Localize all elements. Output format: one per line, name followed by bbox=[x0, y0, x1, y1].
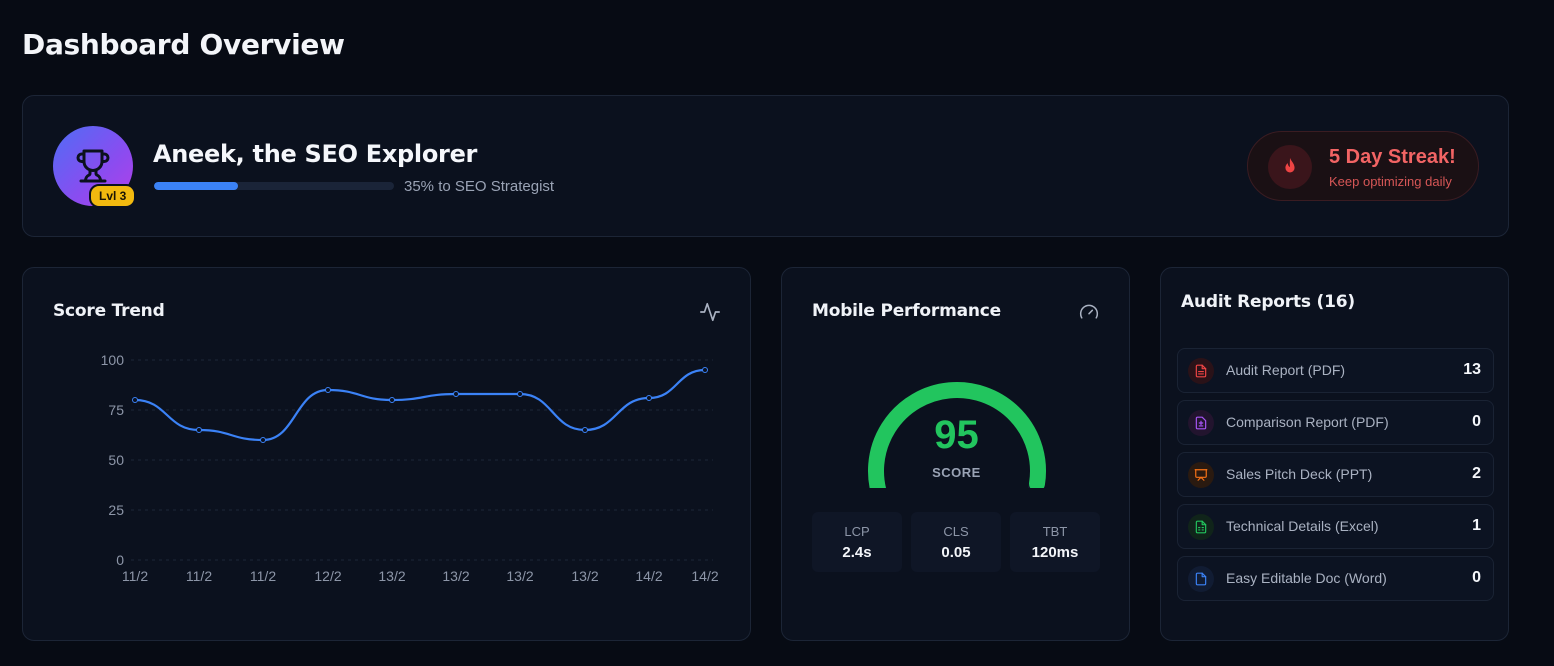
data-point[interactable] bbox=[325, 387, 331, 393]
profile-name: Aneek, the SEO Explorer bbox=[153, 140, 478, 168]
report-label: Sales Pitch Deck (PPT) bbox=[1226, 466, 1373, 482]
profile-card: Lvl 3 Aneek, the SEO Explorer 35% to SEO… bbox=[22, 95, 1509, 237]
data-point[interactable] bbox=[196, 427, 202, 433]
streak-subtitle: Keep optimizing daily bbox=[1329, 174, 1452, 189]
report-count: 0 bbox=[1472, 413, 1481, 430]
x-tick-label: 11/2 bbox=[122, 568, 148, 584]
metric-label: CLS bbox=[943, 524, 969, 539]
streak-badge: 5 Day Streak! Keep optimizing daily bbox=[1247, 131, 1479, 201]
report-count: 13 bbox=[1463, 361, 1481, 378]
metric-value: 2.4s bbox=[842, 544, 872, 561]
x-tick-label: 11/2 bbox=[250, 568, 276, 584]
score-trend-title: Score Trend bbox=[53, 301, 165, 321]
flame-icon bbox=[1268, 145, 1312, 189]
data-point[interactable] bbox=[132, 397, 138, 403]
level-badge: Lvl 3 bbox=[89, 184, 137, 208]
score-gauge bbox=[868, 382, 1046, 488]
data-point[interactable] bbox=[389, 397, 395, 403]
performance-score-label: SCORE bbox=[932, 465, 981, 480]
mobile-performance-title: Mobile Performance bbox=[812, 301, 1001, 321]
report-label: Audit Report (PDF) bbox=[1226, 362, 1346, 378]
diff-file-icon bbox=[1188, 410, 1214, 436]
score-trend-line bbox=[134, 368, 706, 442]
x-tick-label: 13/2 bbox=[571, 568, 598, 584]
report-label: Comparison Report (PDF) bbox=[1226, 414, 1389, 430]
score-trend-chart: 0 25 50 75 100 11/2 11/2 11/2 12/2 13/2 13/2 13/2 13… bbox=[101, 352, 719, 584]
xp-progress-bar bbox=[154, 182, 394, 190]
report-row-technical-excel[interactable]: Technical Details (Excel) 1 bbox=[1177, 504, 1494, 549]
metric-label: LCP bbox=[844, 524, 870, 539]
pdf-file-icon bbox=[1188, 358, 1214, 384]
mobile-performance-card: Mobile Performance 95 SCORE LCP 2.4s CLS… bbox=[781, 267, 1130, 641]
metric-value: 0.05 bbox=[941, 544, 971, 561]
x-tick-label: 12/2 bbox=[314, 568, 341, 584]
report-count: 1 bbox=[1472, 517, 1481, 534]
metric-value: 120ms bbox=[1031, 544, 1079, 561]
y-tick-label: 0 bbox=[116, 552, 124, 568]
performance-score: 95 bbox=[934, 413, 979, 457]
y-tick-label: 100 bbox=[101, 352, 125, 368]
data-point[interactable] bbox=[646, 395, 652, 401]
spreadsheet-icon bbox=[1188, 514, 1214, 540]
y-tick-label: 50 bbox=[108, 452, 124, 468]
x-tick-label: 13/2 bbox=[442, 568, 469, 584]
y-tick-label: 75 bbox=[108, 402, 124, 418]
report-row-audit-pdf[interactable]: Audit Report (PDF) 13 bbox=[1177, 348, 1494, 393]
report-label: Easy Editable Doc (Word) bbox=[1226, 570, 1387, 586]
x-tick-label: 14/2 bbox=[635, 568, 662, 584]
report-count: 2 bbox=[1472, 465, 1481, 482]
xp-progress-fill bbox=[154, 182, 238, 190]
report-row-comparison-pdf[interactable]: Comparison Report (PDF) 0 bbox=[1177, 400, 1494, 445]
score-trend-card: 0 25 50 75 100 11/2 11/2 11/2 12/2 13/2 13/2 13/2 13… bbox=[22, 267, 751, 641]
page-title: Dashboard Overview bbox=[22, 28, 345, 61]
document-icon bbox=[1188, 566, 1214, 592]
data-point[interactable] bbox=[517, 391, 523, 397]
data-point[interactable] bbox=[582, 427, 588, 433]
audit-reports-title: Audit Reports (16) bbox=[1181, 292, 1355, 312]
activity-icon bbox=[700, 302, 720, 322]
x-tick-label: 11/2 bbox=[186, 568, 212, 584]
report-count: 0 bbox=[1472, 569, 1481, 586]
x-tick-label: 13/2 bbox=[506, 568, 533, 584]
report-label: Technical Details (Excel) bbox=[1226, 518, 1379, 534]
x-tick-label: 14/2 bbox=[691, 568, 718, 584]
report-row-editable-word[interactable]: Easy Editable Doc (Word) 0 bbox=[1177, 556, 1494, 601]
y-tick-label: 25 bbox=[108, 502, 124, 518]
trophy-icon bbox=[76, 149, 110, 183]
presentation-icon bbox=[1188, 462, 1214, 488]
gauge-fill bbox=[868, 382, 1046, 488]
metric-tbt: TBT 120ms bbox=[1010, 512, 1100, 572]
data-point[interactable] bbox=[453, 391, 459, 397]
gauge-icon bbox=[1079, 304, 1099, 319]
data-point[interactable] bbox=[260, 437, 266, 443]
metric-label: TBT bbox=[1042, 524, 1068, 539]
metric-cls: CLS 0.05 bbox=[911, 512, 1001, 572]
x-tick-label: 13/2 bbox=[378, 568, 405, 584]
audit-reports-card: Audit Reports (16) Audit Report (PDF) 13… bbox=[1160, 267, 1509, 641]
streak-title: 5 Day Streak! bbox=[1329, 146, 1456, 168]
xp-progress-label: 35% to SEO Strategist bbox=[404, 178, 555, 195]
metric-lcp: LCP 2.4s bbox=[812, 512, 902, 572]
data-point[interactable] bbox=[702, 367, 708, 373]
report-row-sales-ppt[interactable]: Sales Pitch Deck (PPT) 2 bbox=[1177, 452, 1494, 497]
